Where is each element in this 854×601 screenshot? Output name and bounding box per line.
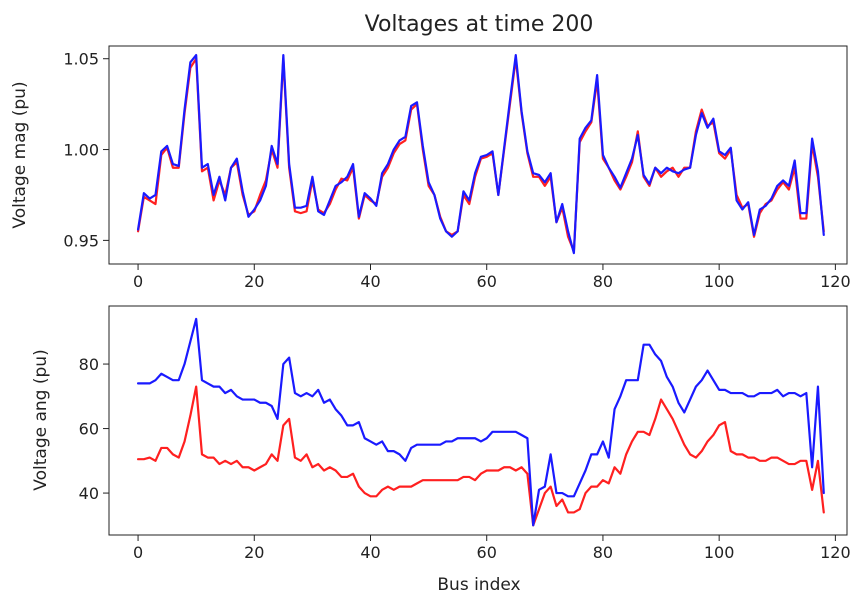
bottom-y-tick-label: 80 (79, 355, 99, 374)
top-y-tick-label: 1.00 (63, 141, 99, 160)
bottom-y-tick-label: 40 (79, 484, 99, 503)
bottom-x-tick-label: 0 (133, 543, 143, 562)
bottom-y-ticks: 40 60 80 (79, 355, 109, 503)
top-series-red-line (136, 57, 825, 253)
chart-title: Voltages at time 200 (365, 12, 594, 37)
bottom-x-tick-label: 60 (477, 543, 497, 562)
bottom-x-tick-label: 40 (360, 543, 380, 562)
top-series-blue-line (136, 53, 825, 255)
bottom-axes-frame (108, 305, 848, 536)
top-x-tick-label: 0 (133, 272, 143, 291)
top-axes-frame (108, 45, 848, 265)
bottom-x-ticks: 0 20 40 60 80 100 120 (133, 535, 851, 562)
bottom-x-tick-label: 20 (244, 543, 264, 562)
top-x-tick-label: 20 (244, 272, 264, 291)
top-y-axis-label: Voltage mag (pu) (10, 81, 30, 228)
bottom-y-tick-label: 60 (79, 420, 99, 439)
bottom-x-tick-label: 80 (593, 543, 613, 562)
top-x-ticks: 0 20 40 60 80 100 120 (133, 264, 851, 291)
top-y-tick-label: 1.05 (63, 50, 99, 69)
top-x-tick-label: 120 (820, 272, 851, 291)
x-axis-label: Bus index (437, 575, 520, 595)
top-y-ticks: 0.95 1.00 1.05 (63, 50, 109, 250)
top-axes: 0 20 40 60 80 100 120 0.95 1.00 1.05 Voltage mag… (10, 45, 851, 291)
bottom-x-tick-label: 100 (704, 543, 735, 562)
top-x-tick-label: 60 (477, 272, 497, 291)
top-plot-lines (136, 53, 825, 255)
top-x-tick-label: 40 (360, 272, 380, 291)
top-y-tick-label: 0.95 (63, 231, 99, 250)
top-x-tick-label: 80 (593, 272, 613, 291)
top-x-tick-label: 100 (704, 272, 735, 291)
bottom-plot-lines (136, 317, 825, 527)
bottom-x-tick-label: 120 (820, 543, 851, 562)
bottom-series-blue-line (136, 317, 825, 527)
bottom-y-axis-label: Voltage ang (pu) (31, 349, 51, 490)
bottom-series-red-line (136, 385, 825, 527)
